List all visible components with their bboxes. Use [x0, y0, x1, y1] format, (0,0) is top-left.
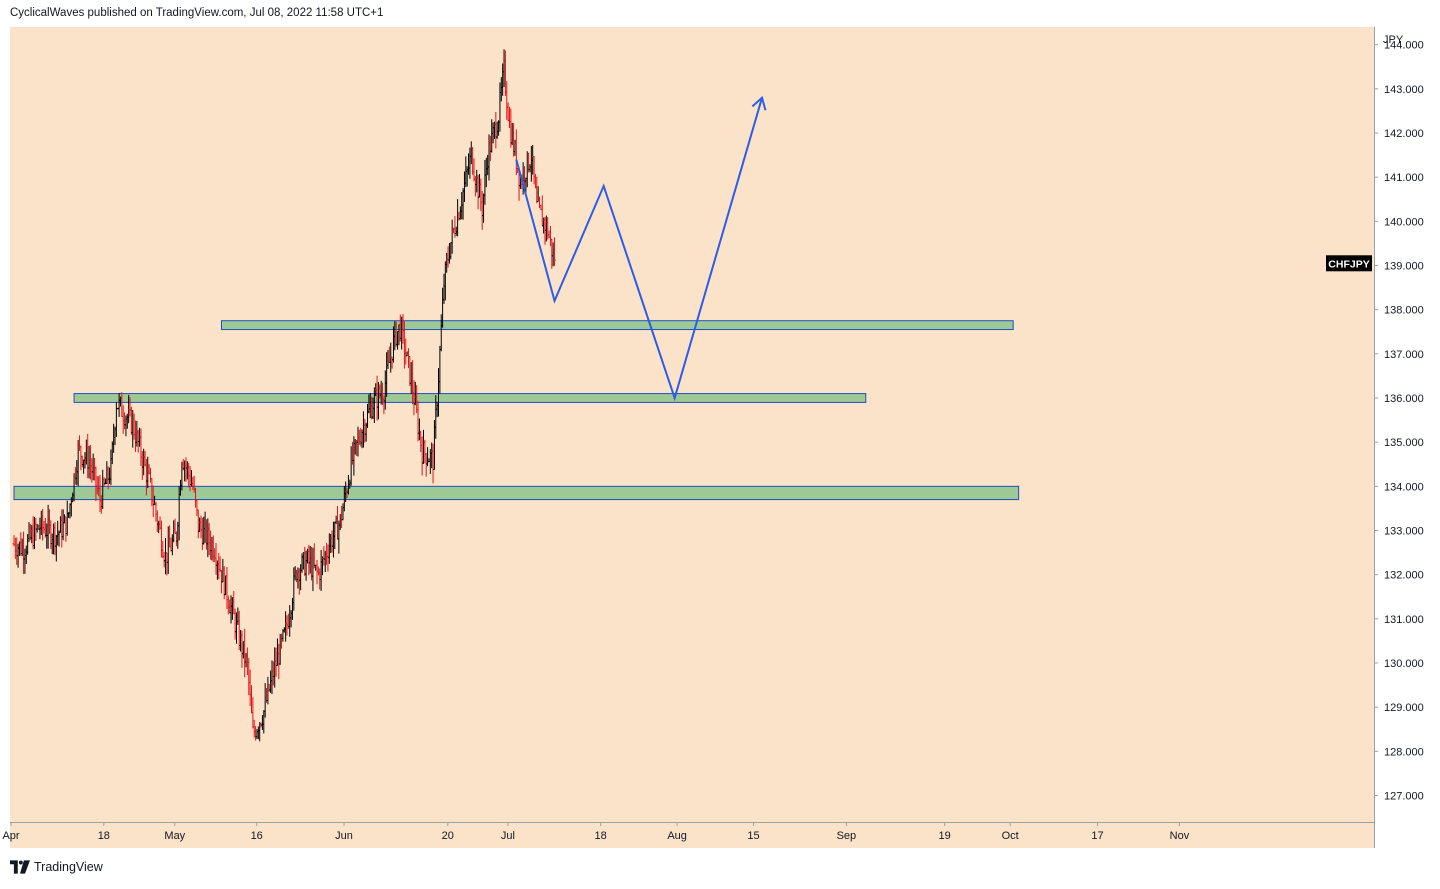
footer-brand-label: TradingView — [34, 860, 103, 874]
plot-background — [10, 27, 1374, 848]
currency-label: JPY — [1383, 34, 1404, 46]
price-tick-label: 142.000 — [1384, 128, 1424, 140]
price-tick-label: 127.000 — [1384, 791, 1424, 803]
candles — [12, 49, 557, 742]
price-tick-label: 131.000 — [1384, 614, 1424, 626]
price-tick-label: 136.000 — [1384, 393, 1424, 405]
footer-brand: TradingView — [10, 857, 103, 877]
publisher-caption: CyclicalWaves published on TradingView.c… — [10, 7, 384, 19]
price-tick-label: 133.000 — [1384, 526, 1424, 538]
time-tick-label: Jul — [501, 830, 515, 842]
price-tick-label: 138.000 — [1384, 305, 1424, 317]
price-tick-label: 128.000 — [1384, 746, 1424, 758]
time-tick-label: 16 — [251, 830, 263, 842]
price-tick-label: 134.000 — [1384, 481, 1424, 493]
support-zone-2 — [73, 393, 867, 403]
price-tick-label: 140.000 — [1384, 216, 1424, 228]
symbol-badge-label: CHFJPY — [1328, 258, 1369, 270]
price-tick-label: 132.000 — [1384, 570, 1424, 582]
time-tick-label: 15 — [747, 830, 759, 842]
time-tick-label: Oct — [1002, 830, 1019, 842]
arrowhead-icon — [751, 95, 767, 111]
time-tick-label: Sep — [837, 830, 857, 842]
time-tick-label: 17 — [1091, 830, 1103, 842]
time-tick-label: 20 — [442, 830, 454, 842]
projection-line — [515, 97, 763, 402]
symbol-badge: CHFJPY — [1326, 255, 1372, 272]
price-tick-label: 130.000 — [1384, 658, 1424, 670]
support-zones — [13, 320, 1020, 501]
time-tick-label: Nov — [1170, 830, 1190, 842]
price-tick-label: 143.000 — [1384, 84, 1424, 96]
price-tick-label: 137.000 — [1384, 349, 1424, 361]
projection-drawing — [515, 95, 767, 402]
price-tick-label: 129.000 — [1384, 702, 1424, 714]
time-tick-label: Jun — [335, 830, 353, 842]
candle — [553, 237, 557, 266]
tradingview-logo-icon — [10, 860, 30, 874]
time-tick-label: 18 — [595, 830, 607, 842]
price-tick-label: 144.000 — [1384, 40, 1424, 52]
price-tick-label: 135.000 — [1384, 437, 1424, 449]
price-tick-label: 141.000 — [1384, 172, 1424, 184]
time-axis[interactable]: Apr 18 May 16 Jun 20 Jul 18 Aug 15 Sep 19 Oct 17 Nov — [2, 822, 1374, 842]
time-tick-label: May — [164, 830, 185, 842]
time-tick-label: Apr — [2, 830, 19, 842]
symbol-badge-bg — [1326, 255, 1372, 272]
price-tick-label: 139.000 — [1384, 261, 1424, 273]
time-tick-label: Aug — [667, 830, 687, 842]
time-tick-label: 19 — [939, 830, 951, 842]
support-zone-3 — [13, 485, 1020, 501]
support-zone-1 — [220, 320, 1014, 331]
time-tick-label: 18 — [98, 830, 110, 842]
